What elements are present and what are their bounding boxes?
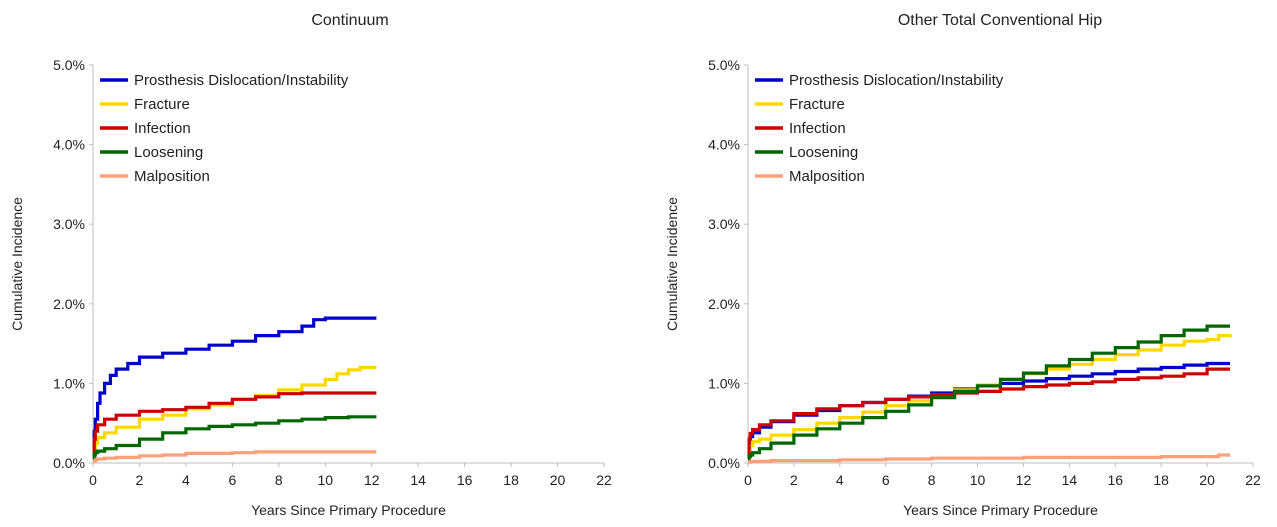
legend-label: Infection [789, 120, 846, 137]
y-tick-label: 4.0% [53, 137, 85, 153]
legend-label: Prosthesis Dislocation/Instability [134, 72, 349, 89]
y-tick-label: 5.0% [53, 57, 85, 73]
y-tick-label: 4.0% [708, 137, 740, 153]
x-tick-label: 0 [744, 472, 752, 488]
chart-title: Other Total Conventional Hip [898, 12, 1102, 29]
x-tick-label: 16 [457, 472, 473, 488]
x-tick-label: 8 [928, 472, 936, 488]
y-tick-label: 1.0% [53, 375, 85, 391]
y-axis-label: Cumulative Incidence [9, 197, 25, 331]
series-line-2 [747, 334, 1232, 461]
y-tick-label: 2.0% [708, 296, 740, 312]
x-tick-label: 22 [596, 472, 612, 488]
chart-panel-1: Continuum 0.0% 1.0% 2.0% 3.0% 4.0% 5.0% 0 2 4 6 8 10… [9, 12, 612, 518]
x-tick-label: 2 [790, 472, 798, 488]
x-tick-label: 4 [182, 472, 190, 488]
legend-label: Malposition [134, 168, 210, 185]
legend-label: Fracture [134, 96, 190, 113]
legend-label: Loosening [789, 144, 858, 161]
legend-label: Prosthesis Dislocation/Instability [789, 72, 1004, 89]
y-axis-label: Cumulative Incidence [664, 197, 680, 331]
x-tick-label: 4 [836, 472, 844, 488]
series-line-4 [747, 324, 1230, 461]
legend-label: Infection [134, 120, 191, 137]
x-tick-label: 18 [1153, 472, 1169, 488]
x-tick-label: 20 [550, 472, 566, 488]
x-tick-label: 6 [882, 472, 890, 488]
x-tick-label: 16 [1107, 472, 1123, 488]
x-tick-label: 14 [410, 472, 426, 488]
y-tick-label: 1.0% [708, 375, 740, 391]
x-tick-label: 18 [503, 472, 519, 488]
x-tick-label: 8 [275, 472, 283, 488]
chart-title: Continuum [311, 12, 388, 29]
x-tick-label: 6 [228, 472, 236, 488]
series-line-3 [92, 391, 377, 457]
y-tick-label: 3.0% [708, 216, 740, 232]
x-tick-label: 14 [1062, 472, 1078, 488]
y-tick-label: 2.0% [53, 296, 85, 312]
x-axis-label: Years Since Primary Procedure [903, 502, 1098, 518]
y-tick-label: 0.0% [708, 455, 740, 471]
x-tick-label: 12 [1016, 472, 1032, 488]
y-tick-label: 0.0% [53, 455, 85, 471]
x-tick-label: 10 [970, 472, 986, 488]
legend-label: Loosening [134, 144, 203, 161]
y-tick-label: 5.0% [708, 57, 740, 73]
x-tick-label: 0 [89, 472, 97, 488]
series-line-5 [748, 453, 1230, 464]
x-tick-label: 2 [136, 472, 144, 488]
series-line-1 [92, 316, 377, 457]
legend-label: Fracture [789, 96, 845, 113]
x-axis-label: Years Since Primary Procedure [251, 502, 446, 518]
x-tick-label: 22 [1245, 472, 1261, 488]
legend-label: Malposition [789, 168, 865, 185]
series-line-4 [92, 415, 377, 461]
x-tick-label: 10 [317, 472, 333, 488]
series-line-5 [93, 450, 377, 463]
chart-panel-2: Other Total Conventional Hip 0.0% 1.0% 2.0%… [664, 12, 1261, 518]
y-tick-label: 3.0% [53, 216, 85, 232]
series-line-3 [747, 367, 1230, 457]
x-tick-label: 12 [364, 472, 380, 488]
x-tick-label: 20 [1199, 472, 1215, 488]
